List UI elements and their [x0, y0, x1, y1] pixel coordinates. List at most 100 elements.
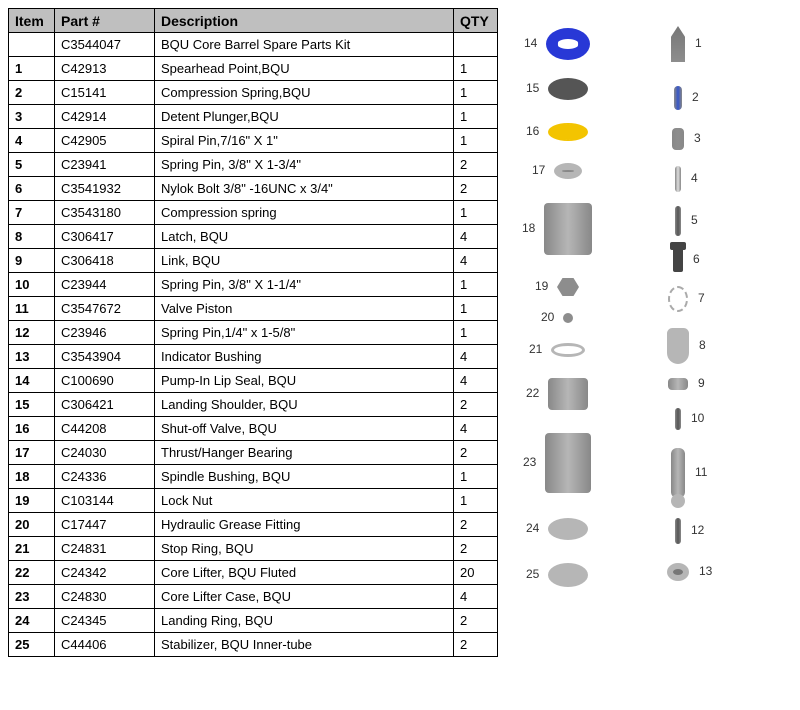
- diagram-label-4: 4: [691, 171, 698, 185]
- part-2-icon: [674, 86, 682, 110]
- table-row: 9C306418Link, BQU4: [9, 249, 498, 273]
- cell-qty: 4: [454, 417, 498, 441]
- table-row: 7C3543180Compression spring1: [9, 201, 498, 225]
- cell-part: C24345: [55, 609, 155, 633]
- cell-qty: 1: [454, 273, 498, 297]
- cell-desc: Shut-off Valve, BQU: [155, 417, 454, 441]
- part-17-icon: [554, 163, 582, 179]
- cell-qty: 2: [454, 153, 498, 177]
- cell-qty: 1: [454, 129, 498, 153]
- cell-item: 8: [9, 225, 55, 249]
- cell-part: C306418: [55, 249, 155, 273]
- cell-part: C3543180: [55, 201, 155, 225]
- part-23-icon: [545, 433, 591, 493]
- cell-qty: 2: [454, 393, 498, 417]
- cell-part: C24336: [55, 465, 155, 489]
- cell-qty: 1: [454, 321, 498, 345]
- table-row: 2C15141Compression Spring,BQU1: [9, 81, 498, 105]
- cell-desc: Nylok Bolt 3/8" -16UNC x 3/4": [155, 177, 454, 201]
- cell-part: C15141: [55, 81, 155, 105]
- cell-desc: BQU Core Barrel Spare Parts Kit: [155, 33, 454, 57]
- cell-desc: Compression Spring,BQU: [155, 81, 454, 105]
- cell-part: C3543904: [55, 345, 155, 369]
- table-row: 15C306421Landing Shoulder, BQU2: [9, 393, 498, 417]
- table-row: 17C24030Thrust/Hanger Bearing2: [9, 441, 498, 465]
- cell-part: C24830: [55, 585, 155, 609]
- table-row: 5C23941Spring Pin, 3/8" X 1-3/4"2: [9, 153, 498, 177]
- cell-item: 13: [9, 345, 55, 369]
- diagram-label-12: 12: [691, 523, 704, 537]
- cell-item: 21: [9, 537, 55, 561]
- cell-desc: Spring Pin, 3/8" X 1-3/4": [155, 153, 454, 177]
- diagram-label-3: 3: [694, 131, 701, 145]
- table-row: 25C44406Stabilizer, BQU Inner-tube2: [9, 633, 498, 657]
- col-part: Part #: [55, 9, 155, 33]
- table-header-row: Item Part # Description QTY: [9, 9, 498, 33]
- cell-item: 15: [9, 393, 55, 417]
- cell-item: 9: [9, 249, 55, 273]
- cell-desc: Indicator Bushing: [155, 345, 454, 369]
- cell-item: 16: [9, 417, 55, 441]
- diagram-label-17: 17: [532, 163, 545, 177]
- table-row: 4C42905Spiral Pin,7/16" X 1"1: [9, 129, 498, 153]
- part-3-icon: [672, 128, 684, 150]
- cell-item: 20: [9, 513, 55, 537]
- cell-qty: 4: [454, 369, 498, 393]
- table-row: 18C24336Spindle Bushing, BQU1: [9, 465, 498, 489]
- diagram-label-24: 24: [526, 521, 539, 535]
- cell-desc: Lock Nut: [155, 489, 454, 513]
- cell-desc: Spring Pin, 3/8" X 1-1/4": [155, 273, 454, 297]
- cell-item: 17: [9, 441, 55, 465]
- cell-item: 1: [9, 57, 55, 81]
- part-24-icon: [548, 518, 588, 540]
- cell-qty: 1: [454, 465, 498, 489]
- part-21-icon: [551, 343, 585, 357]
- part-20-icon: [563, 313, 573, 323]
- cell-qty: 1: [454, 297, 498, 321]
- part-10-icon: [675, 408, 681, 430]
- part-18-icon: [544, 203, 592, 255]
- diagram-label-9: 9: [698, 376, 705, 390]
- cell-qty: 1: [454, 57, 498, 81]
- table-row: 19C103144Lock Nut1: [9, 489, 498, 513]
- cell-qty: 4: [454, 345, 498, 369]
- cell-item: 12: [9, 321, 55, 345]
- cell-desc: Landing Ring, BQU: [155, 609, 454, 633]
- part-15-icon: [548, 78, 588, 100]
- cell-part: C24030: [55, 441, 155, 465]
- cell-desc: Spring Pin,1/4" x 1-5/8": [155, 321, 454, 345]
- table-row: 16C44208Shut-off Valve, BQU4: [9, 417, 498, 441]
- cell-qty: 20: [454, 561, 498, 585]
- cell-part: C103144: [55, 489, 155, 513]
- table-row: 22C24342Core Lifter, BQU Fluted20: [9, 561, 498, 585]
- table-row: 6C3541932Nylok Bolt 3/8" -16UNC x 3/4"2: [9, 177, 498, 201]
- cell-item: 7: [9, 201, 55, 225]
- cell-qty: 4: [454, 225, 498, 249]
- diagram-label-11: 11: [695, 465, 707, 479]
- cell-qty: 2: [454, 177, 498, 201]
- cell-part: C42914: [55, 105, 155, 129]
- diagram-label-23: 23: [523, 455, 536, 469]
- table-row: 11C3547672Valve Piston1: [9, 297, 498, 321]
- cell-desc: Link, BQU: [155, 249, 454, 273]
- table-row: 14C100690Pump-In Lip Seal, BQU4: [9, 369, 498, 393]
- cell-desc: Valve Piston: [155, 297, 454, 321]
- cell-item: 14: [9, 369, 55, 393]
- diagram-label-8: 8: [699, 338, 706, 352]
- cell-item: 2: [9, 81, 55, 105]
- table-row: 10C23944Spring Pin, 3/8" X 1-1/4"1: [9, 273, 498, 297]
- parts-table: Item Part # Description QTY C3544047BQU …: [8, 8, 498, 657]
- cell-desc: Core Lifter, BQU Fluted: [155, 561, 454, 585]
- diagram-label-1: 1: [695, 36, 702, 50]
- diagram-label-22: 22: [526, 386, 539, 400]
- cell-qty: 4: [454, 585, 498, 609]
- cell-desc: Hydraulic Grease Fitting: [155, 513, 454, 537]
- cell-part: C17447: [55, 513, 155, 537]
- cell-part: C306417: [55, 225, 155, 249]
- cell-desc: Detent Plunger,BQU: [155, 105, 454, 129]
- table-row: 21C24831Stop Ring, BQU2: [9, 537, 498, 561]
- cell-desc: Core Lifter Case, BQU: [155, 585, 454, 609]
- table-row: 1C42913Spearhead Point,BQU1: [9, 57, 498, 81]
- cell-part: C42905: [55, 129, 155, 153]
- part-16-icon: [548, 123, 588, 141]
